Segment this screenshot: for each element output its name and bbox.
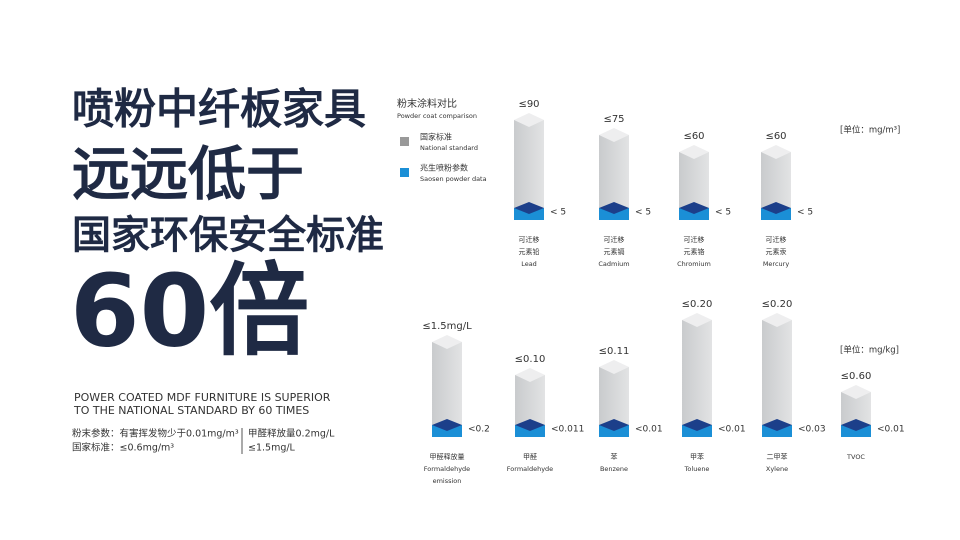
limit-label: ≤90 bbox=[518, 99, 539, 110]
value-label: < 5 bbox=[797, 208, 813, 218]
unit-label: [单位：mg/m³] bbox=[840, 125, 900, 136]
item-name: 可迁移 bbox=[519, 235, 540, 244]
item-name-en: Formaldehyde bbox=[424, 465, 470, 473]
value-label: <0.01 bbox=[635, 425, 663, 435]
bar-top bbox=[679, 145, 709, 159]
limit-label: ≤0.20 bbox=[682, 299, 713, 310]
item-name: 元素铬 bbox=[684, 247, 705, 256]
legend-swatch bbox=[400, 137, 409, 146]
legend-label: 兆生喷粉参数 bbox=[420, 163, 468, 173]
bar-blue-top bbox=[514, 202, 544, 214]
headline-en: TO THE NATIONAL STANDARD BY 60 TIMES bbox=[73, 404, 309, 417]
headline-en: POWER COATED MDF FURNITURE IS SUPERIOR bbox=[74, 391, 331, 404]
bar-top bbox=[761, 145, 791, 159]
item-name: 元素镉 bbox=[604, 247, 625, 256]
value-label: < 5 bbox=[550, 208, 566, 218]
value-label: <0.01 bbox=[718, 425, 746, 435]
item-name-en: Chromium bbox=[677, 260, 711, 268]
item-name: 苯 bbox=[611, 452, 618, 461]
bar-front bbox=[762, 320, 792, 437]
legend-title-en: Powder coat comparison bbox=[397, 112, 477, 120]
note: ≤1.5mg/L bbox=[248, 443, 296, 454]
unit-label: [单位：mg/kg] bbox=[840, 345, 899, 356]
limit-label: ≤0.60 bbox=[841, 371, 872, 382]
limit-label: ≤0.11 bbox=[599, 346, 630, 357]
limit-label: ≤1.5mg/L bbox=[422, 321, 472, 332]
bar-front bbox=[682, 320, 712, 437]
bar-blue-top bbox=[515, 419, 545, 431]
bar-blue-top bbox=[682, 419, 712, 431]
value-label: < 5 bbox=[715, 208, 731, 218]
bar-top bbox=[432, 335, 462, 349]
value-label: <0.011 bbox=[551, 425, 584, 435]
item-name: 可迁移 bbox=[604, 235, 625, 244]
legend-label: Saosen powder data bbox=[420, 175, 487, 183]
value-label: <0.2 bbox=[468, 425, 490, 435]
value-label: <0.01 bbox=[877, 425, 905, 435]
limit-label: ≤60 bbox=[683, 131, 704, 142]
item-name: 元素汞 bbox=[766, 247, 787, 256]
headline: 喷粉中纤板家具 bbox=[72, 85, 366, 134]
item-name-en: Cadmium bbox=[598, 260, 629, 268]
bar-blue-top bbox=[599, 202, 629, 214]
item-name: 二甲苯 bbox=[767, 452, 788, 461]
value-label: <0.03 bbox=[798, 425, 826, 435]
bar-blue-top bbox=[761, 202, 791, 214]
legend-swatch bbox=[400, 168, 409, 177]
limit-label: ≤75 bbox=[603, 114, 624, 125]
bar-top bbox=[841, 385, 871, 399]
note: 粉末参数：有害挥发物少于0.01mg/m³ bbox=[72, 428, 239, 440]
item-name: 可迁移 bbox=[766, 235, 787, 244]
bar-top bbox=[682, 313, 712, 327]
legend-label: 国家标准 bbox=[420, 132, 452, 142]
bar-blue-top bbox=[432, 419, 462, 431]
item-name: 可迁移 bbox=[684, 235, 705, 244]
note: 甲醛释放量0.2mg/L bbox=[248, 428, 335, 440]
limit-label: ≤0.10 bbox=[515, 354, 546, 365]
bar-blue-top bbox=[679, 202, 709, 214]
legend-title: 粉末涂料对比 bbox=[397, 97, 457, 110]
item-name-en: emission bbox=[433, 477, 462, 485]
bar-blue-top bbox=[762, 419, 792, 431]
headline: 国家环保安全标准 bbox=[72, 214, 384, 259]
note: 国家标准：≤0.6mg/m³ bbox=[72, 442, 174, 454]
item-name-en: Xylene bbox=[766, 465, 788, 473]
item-name-en: Mercury bbox=[763, 260, 790, 268]
bar-top bbox=[515, 368, 545, 382]
headline: 60倍 bbox=[70, 252, 309, 369]
bar-top bbox=[514, 113, 544, 127]
limit-label: ≤0.20 bbox=[762, 299, 793, 310]
item-name-en: Formaldehyde bbox=[507, 465, 553, 473]
item-name-en: Lead bbox=[521, 260, 537, 268]
bar-top bbox=[762, 313, 792, 327]
bar-blue-top bbox=[841, 419, 871, 431]
legend-label: National standard bbox=[420, 144, 478, 152]
bar-blue-top bbox=[599, 419, 629, 431]
item-name-en: TVOC bbox=[846, 453, 865, 461]
value-label: < 5 bbox=[635, 208, 651, 218]
item-name: 元素铅 bbox=[519, 247, 540, 256]
bar-top bbox=[599, 128, 629, 142]
item-name-en: Benzene bbox=[600, 465, 628, 473]
headline: 远远低于 bbox=[72, 140, 304, 208]
bar-top bbox=[599, 360, 629, 374]
item-name-en: Toluene bbox=[684, 465, 710, 473]
limit-label: ≤60 bbox=[765, 131, 786, 142]
item-name: 甲醛释放量 bbox=[430, 452, 465, 461]
item-name: 甲苯 bbox=[690, 452, 704, 461]
item-name: 甲醛 bbox=[523, 452, 537, 461]
